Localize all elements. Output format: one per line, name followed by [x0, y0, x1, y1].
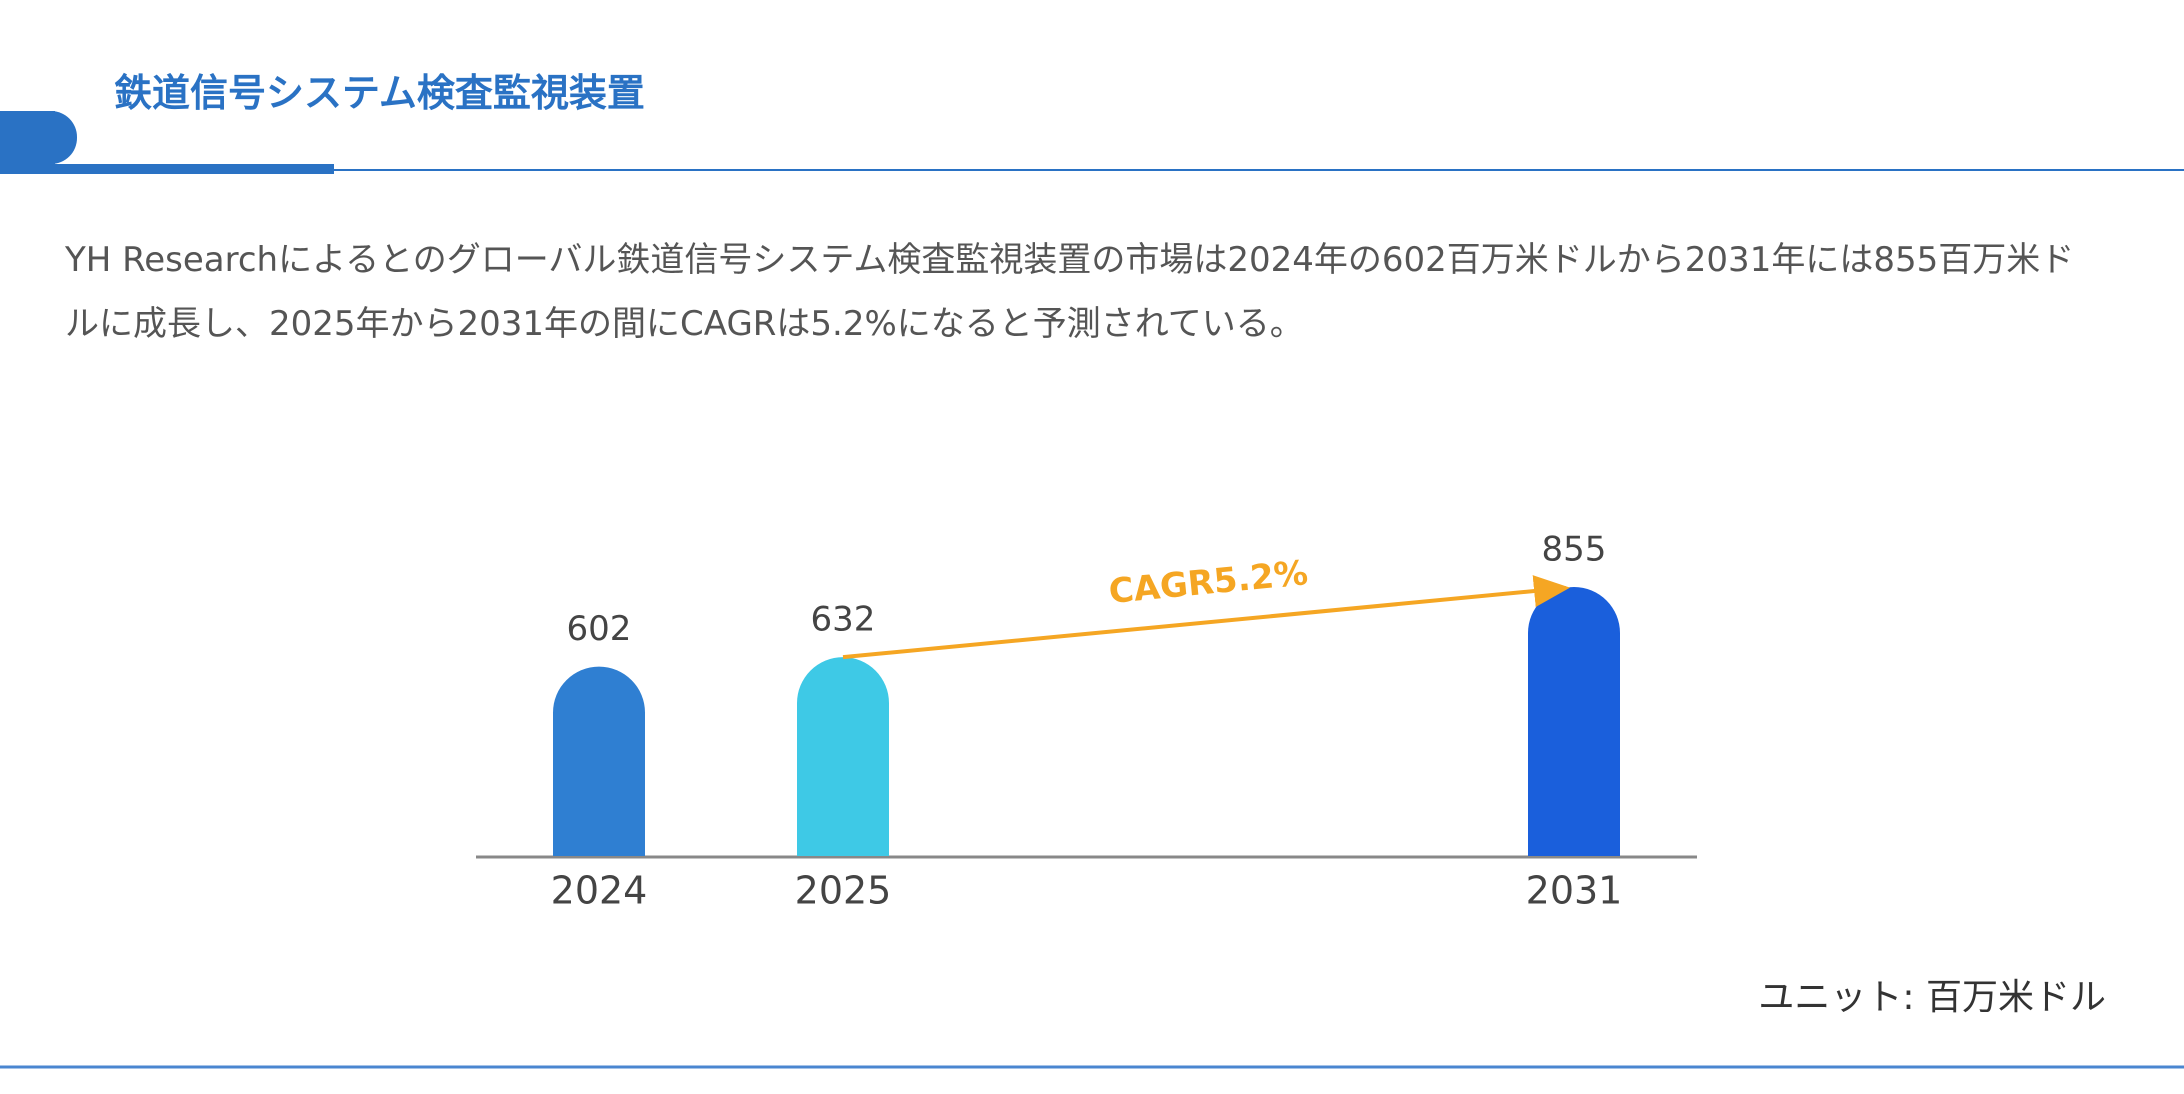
unit-label: ユニット: 百万米ドル: [1758, 977, 2106, 1018]
x-tick-label: 2024: [551, 869, 648, 913]
description: YH Researchによるとのグローバル鉄道信号システム検査監視装置の市場は2…: [65, 240, 2075, 344]
bar: [797, 657, 890, 856]
x-tick-label: 2031: [1526, 869, 1623, 913]
bar: [553, 666, 645, 856]
value-label: 602: [567, 609, 632, 649]
cagr-label: CAGR5.2%: [1107, 553, 1310, 612]
header-title: 鉄道信号システム検査監視装置: [114, 71, 645, 115]
cagr-arrow: [842, 575, 1570, 660]
x-tick-label: 2025: [795, 869, 892, 913]
header-tab-round: [20, 111, 77, 164]
value-label: 632: [811, 600, 876, 640]
bar: [1528, 587, 1620, 856]
value-label: 855: [1542, 530, 1607, 570]
